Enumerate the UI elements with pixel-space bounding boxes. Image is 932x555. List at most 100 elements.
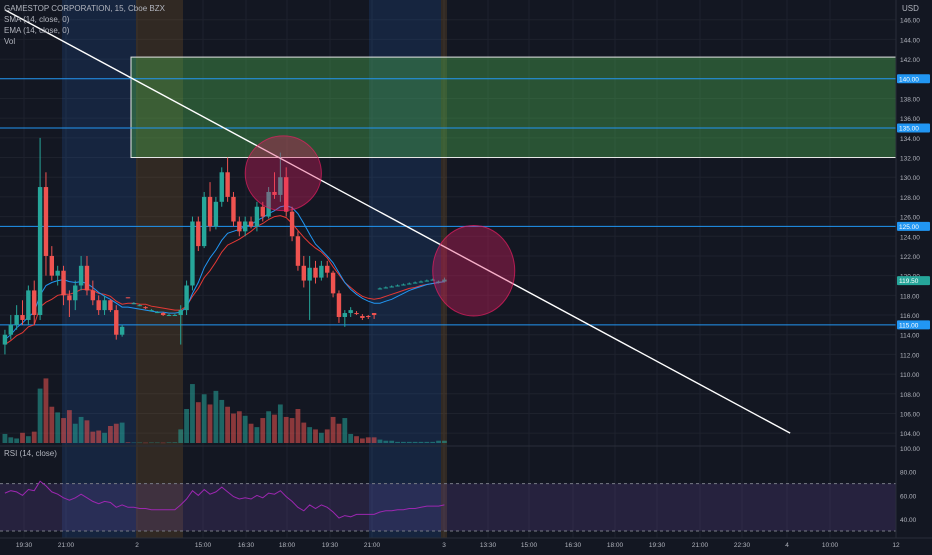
candle-body <box>295 236 301 266</box>
candle-body <box>125 297 131 299</box>
time-tick-label: 12 <box>892 542 900 549</box>
time-tick-label: 2 <box>135 542 139 549</box>
price-tick-label: 138.00 <box>900 96 920 103</box>
candle-body <box>407 283 412 285</box>
candle-body <box>231 196 236 222</box>
last-price-label: 119.50 <box>899 278 919 285</box>
volume-bar <box>125 442 131 443</box>
price-tick-label: 134.00 <box>900 136 920 143</box>
volume-bar <box>55 412 61 443</box>
volume-bar <box>295 409 301 443</box>
level-label: 135.00 <box>899 125 919 132</box>
candle-body <box>237 221 242 232</box>
price-tick-label: 112.00 <box>900 352 920 359</box>
candle-body <box>207 196 213 227</box>
candle-body <box>102 300 107 311</box>
candlesticks <box>2 137 447 355</box>
time-tick-label: 10:00 <box>822 542 839 549</box>
volume-bar <box>160 442 166 444</box>
price-tick-label: 104.00 <box>900 431 920 438</box>
supply-zone <box>130 56 897 159</box>
level-label-bg <box>897 123 930 133</box>
candle-body <box>430 279 435 281</box>
price-tick-label: 132.00 <box>900 156 920 163</box>
volume-bar <box>72 423 78 443</box>
volume-bar <box>359 438 365 443</box>
candle-body <box>219 172 224 202</box>
candle-body <box>366 316 371 318</box>
candle-body <box>184 285 189 311</box>
candle-body <box>354 313 359 315</box>
volume-bar <box>395 441 400 443</box>
candle-body <box>20 315 25 320</box>
level-label-bg <box>897 221 930 231</box>
rsi-tick-label: 60.00 <box>900 493 917 500</box>
level-label: 115.00 <box>899 322 919 329</box>
annotations <box>4 9 791 434</box>
volume-bar <box>430 441 436 443</box>
volume-bar <box>25 436 31 443</box>
candle-body <box>436 281 441 283</box>
volume-bar <box>190 384 195 443</box>
price-tick-label: 126.00 <box>900 215 920 222</box>
volume-bar <box>178 429 184 443</box>
volume-bar <box>131 442 137 444</box>
grid-lines <box>0 0 897 538</box>
candle-body <box>32 290 37 316</box>
volume-bar <box>371 437 377 443</box>
volume-bar <box>401 441 406 443</box>
volume-bar <box>219 399 225 443</box>
session-band-premarket <box>136 0 183 538</box>
currency-label: USD <box>902 4 919 13</box>
level-label: 125.00 <box>899 224 919 231</box>
volume-bar <box>172 442 178 443</box>
volume-bar <box>90 431 96 443</box>
volume-bar <box>406 441 412 443</box>
volume-bar <box>236 411 242 443</box>
volume-bar <box>201 394 207 443</box>
candle-body <box>325 265 330 273</box>
time-tick-label: 16:30 <box>565 542 582 549</box>
candle-body <box>225 172 230 197</box>
volume-bar <box>143 442 148 444</box>
volume-bar <box>149 442 154 444</box>
candle-body <box>96 300 101 311</box>
price-tick-label: 136.00 <box>900 116 920 123</box>
candle-body <box>289 211 295 237</box>
time-tick-label: 16:30 <box>238 542 255 549</box>
volume-bar <box>389 440 395 443</box>
time-tick-label: 4 <box>785 542 789 549</box>
price-tick-label: 114.00 <box>900 333 920 340</box>
volume-bar <box>365 437 371 443</box>
rsi-tick-label: 80.00 <box>900 470 917 477</box>
volume-bar <box>436 440 441 443</box>
session-band-extended <box>62 0 136 538</box>
time-tick-label: 15:00 <box>195 542 212 549</box>
candle-body <box>389 286 394 288</box>
volume-bar <box>154 442 160 444</box>
candle-body <box>84 265 90 291</box>
candle-body <box>330 272 336 294</box>
volume-bar <box>78 416 84 443</box>
volume-bar <box>195 402 201 443</box>
rsi-legend: RSI (14, close) <box>4 449 57 458</box>
rsi-tick-label: 40.00 <box>900 517 917 524</box>
level-label-bg <box>897 74 930 84</box>
candle-body <box>348 310 353 314</box>
candle-body <box>242 221 248 232</box>
volume-bar <box>254 427 260 443</box>
candle-body <box>401 284 406 286</box>
candle-body <box>377 288 383 290</box>
volume-bar <box>84 420 90 443</box>
volume-bar <box>283 416 289 443</box>
sma-line <box>4 205 445 340</box>
highlight-ellipse <box>432 224 516 317</box>
candle-body <box>336 293 342 317</box>
candle-body <box>61 270 66 296</box>
candle-body <box>114 310 119 335</box>
candle-body <box>307 267 312 281</box>
volume-bar <box>342 418 348 443</box>
